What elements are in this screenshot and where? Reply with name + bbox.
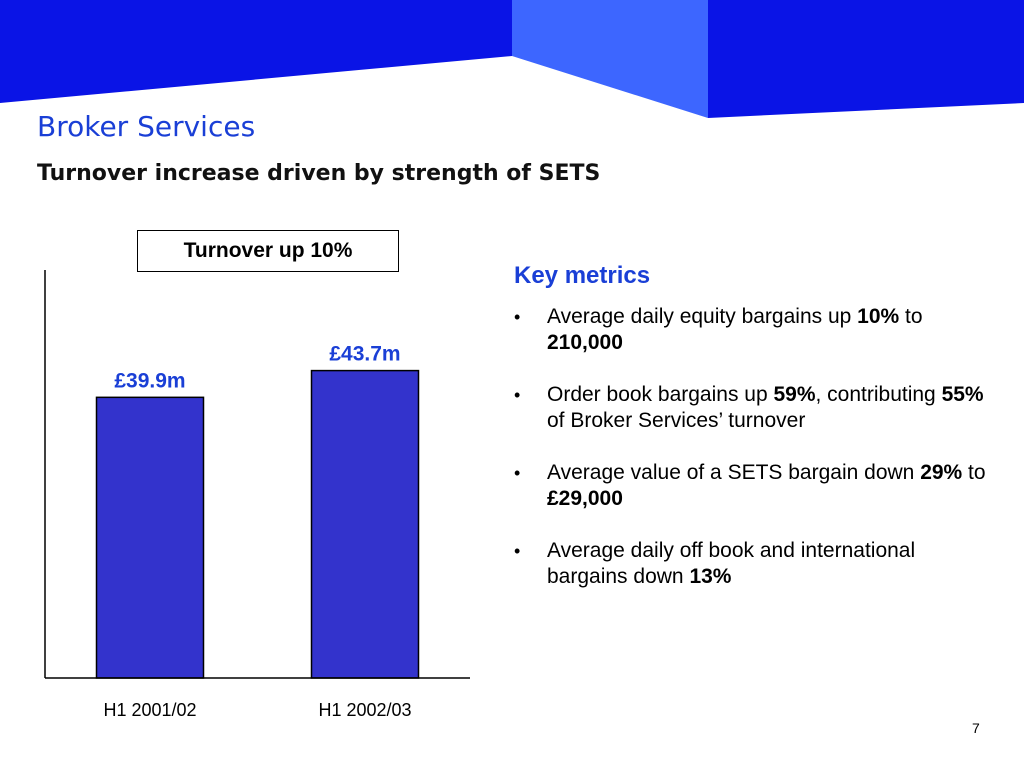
metric-item: • Average value of a SETS bargain down 29… [514, 460, 994, 512]
metric-text: , contributing [815, 383, 942, 406]
metric-text: of Broker Services’ turnover [547, 409, 806, 432]
metric-highlight: 55% [941, 383, 984, 406]
metric-highlight: 210,000 [547, 331, 623, 354]
banner-band-middle [512, 0, 708, 118]
x-tick-label: H1 2001/02 [103, 700, 196, 720]
metric-text: to [962, 461, 986, 484]
metric-text: Average value of a SETS bargain down [547, 461, 921, 484]
page-subtitle: Turnover increase driven by strength of … [37, 161, 601, 186]
metric-highlight: 10% [857, 305, 900, 328]
banner-band-left [0, 0, 512, 103]
bar-value-label: £43.7m [329, 343, 400, 366]
key-metrics-list: • Average daily equity bargains up 10% to… [514, 304, 994, 590]
turnover-bar-chart: £39.9m H1 2001/02 £43.7m H1 2002/03 [44, 270, 470, 720]
bullet-icon: • [514, 385, 521, 405]
metric-text: Average daily equity bargains up [547, 305, 858, 328]
metric-highlight: 59% [773, 383, 816, 406]
header-banner [0, 0, 1024, 118]
page-title: Broker Services [37, 110, 256, 143]
metric-text: to [899, 305, 923, 328]
metric-text: Order book bargains up [547, 383, 774, 406]
x-tick-label: H1 2002/03 [318, 700, 411, 720]
key-metrics-heading: Key metrics [514, 262, 651, 289]
bullet-icon: • [514, 541, 521, 561]
turnover-callout-text: Turnover up 10% [183, 239, 353, 262]
metric-text: Average daily off book and international… [547, 539, 916, 588]
metric-item: • Average daily off book and internationa… [514, 538, 994, 590]
page-number: 7 [972, 720, 980, 736]
bar-value-label: £39.9m [114, 369, 185, 392]
metric-highlight: 29% [920, 461, 963, 484]
bar [310, 369, 420, 679]
bullet-icon: • [514, 307, 521, 327]
bullet-icon: • [514, 463, 521, 483]
turnover-callout-box: Turnover up 10% [137, 230, 399, 272]
metric-item: • Average daily equity bargains up 10% to… [514, 304, 994, 356]
metric-highlight: 13% [689, 565, 732, 588]
bar [95, 396, 205, 679]
metric-item: • Order book bargains up 59%, contributin… [514, 382, 994, 434]
metric-highlight: £29,000 [547, 487, 623, 510]
banner-band-right [708, 0, 1024, 118]
key-metrics-panel: Key metrics • Average daily equity bargai… [514, 262, 994, 616]
